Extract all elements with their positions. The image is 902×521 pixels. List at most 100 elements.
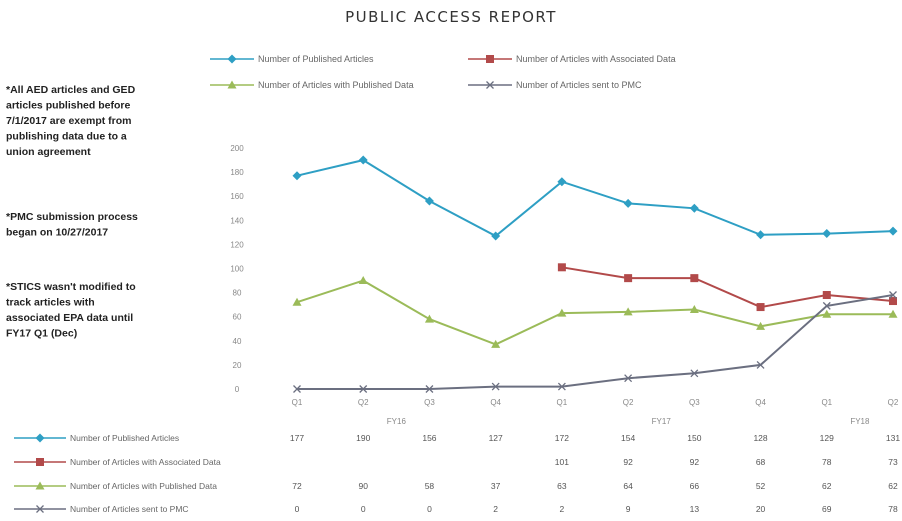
data-point (889, 297, 897, 306)
data-point (756, 360, 765, 369)
data-point (624, 374, 633, 383)
note-line: union agreement (6, 146, 91, 158)
series-line (297, 294, 894, 390)
table-cell: 2 (493, 504, 498, 514)
note-line: *PMC submission process (6, 211, 138, 223)
y-tick-label: 100 (230, 265, 244, 274)
data-point (888, 226, 898, 236)
legend: Number of Published Articles Number of Ar… (210, 54, 676, 90)
table-cell: 58 (425, 481, 435, 491)
x-tick-label: Q1 (292, 398, 303, 407)
data-point (690, 369, 699, 378)
table-row-label: Number of Articles sent to PMC (70, 504, 189, 514)
table-row-label: Number of Articles with Published Data (70, 481, 217, 491)
data-point (491, 231, 501, 241)
y-tick-label: 140 (230, 216, 244, 225)
data-point (557, 308, 567, 317)
table-cell: 66 (690, 481, 700, 491)
note-line: associated EPA data until (6, 312, 133, 324)
y-axis: 0 20 40 60 80 100 120 140 160 180 200 (230, 144, 244, 394)
y-tick-label: 200 (230, 144, 244, 153)
data-point (822, 309, 832, 318)
legend-marker (227, 80, 237, 89)
table-cell: 128 (753, 433, 767, 443)
table-cell: 90 (358, 481, 368, 491)
series-line (296, 279, 893, 346)
table-legend-marker (36, 458, 44, 466)
data-point (756, 303, 765, 312)
legend-marker (486, 55, 494, 63)
table-cell: 78 (822, 457, 832, 467)
table-cell: 52 (756, 481, 766, 491)
table-cell: 190 (356, 433, 370, 443)
table-cell: 9 (626, 504, 631, 514)
table-cell: 63 (557, 481, 567, 491)
table-cell: 129 (820, 433, 834, 443)
fiscal-year-label: FY18 (850, 417, 870, 426)
table-cell: 127 (489, 433, 503, 443)
table-cell: 73 (888, 457, 898, 467)
table-cell: 131 (886, 433, 900, 443)
fiscal-year-label: FY16 (387, 417, 407, 426)
y-tick-label: 40 (233, 337, 242, 346)
table-cell: 2 (560, 504, 565, 514)
data-point (293, 385, 301, 393)
x-tick-label: Q2 (358, 398, 369, 407)
data-point (292, 171, 302, 181)
table-cell: 13 (690, 504, 700, 514)
note-line: publishing data due to a (6, 131, 127, 143)
y-tick-label: 80 (233, 289, 242, 298)
legend-label: Number of Articles with Associated Data (516, 54, 676, 64)
table-cell: 62 (888, 481, 898, 491)
data-point (359, 385, 368, 393)
data-point (424, 196, 434, 206)
table-legend-marker (35, 481, 45, 490)
note-line: began on 10/27/2017 (6, 227, 108, 239)
x-tick-label: Q2 (623, 398, 634, 407)
table-cell: 64 (623, 481, 633, 491)
notes-panel: *All AED articles and GED articles publis… (6, 84, 138, 340)
table-cell: 101 (555, 457, 569, 467)
table-cell: 156 (422, 433, 436, 443)
table-row-label: Number of Articles with Associated Data (70, 457, 221, 467)
x-tick-label: Q4 (490, 398, 501, 407)
series-line (561, 266, 894, 309)
table-cell: 0 (295, 504, 300, 514)
y-tick-label: 60 (233, 313, 242, 322)
data-point (623, 198, 633, 208)
legend-marker (486, 81, 494, 89)
data-point (358, 276, 368, 285)
table-cell: 78 (888, 504, 898, 514)
data-point (557, 263, 566, 272)
table-cell: 62 (822, 481, 832, 491)
series-0 (292, 155, 898, 241)
table-cell: 20 (756, 504, 766, 514)
data-point (424, 314, 434, 323)
data-point (624, 274, 633, 283)
table-legend-marker (36, 505, 44, 513)
table-cell: 172 (555, 433, 569, 443)
legend-label: Number of Articles with Published Data (258, 80, 414, 90)
table-cell: 68 (756, 457, 766, 467)
data-point (756, 321, 766, 330)
data-point (888, 309, 898, 318)
x-axis: Q1 Q2 Q3 Q4 Q1 Q2 Q3 Q4 Q1 Q2 FY16 FY17 FY18 (292, 398, 899, 426)
table-cell: 37 (491, 481, 501, 491)
x-tick-label: Q4 (755, 398, 766, 407)
data-point (491, 339, 501, 348)
data-point (358, 155, 368, 165)
series-3 (293, 291, 897, 393)
note-line: track articles with (6, 297, 95, 309)
data-table: Number of Published Articles 177 190 156 127… (14, 433, 900, 514)
x-tick-label: Q3 (689, 398, 700, 407)
legend-label: Number of Published Articles (258, 54, 374, 64)
data-point (292, 297, 302, 306)
note-line: FY17 Q1 (Dec) (6, 328, 77, 340)
data-point (689, 203, 699, 213)
table-cell: 0 (427, 504, 432, 514)
x-tick-label: Q2 (888, 398, 899, 407)
data-point (557, 382, 566, 391)
table-cell: 150 (687, 433, 701, 443)
y-tick-label: 120 (230, 240, 244, 249)
